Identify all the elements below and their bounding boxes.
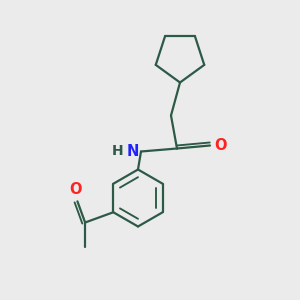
Text: N: N [127,144,140,159]
Text: H: H [111,145,123,158]
Text: O: O [69,182,81,197]
Text: O: O [214,138,226,153]
